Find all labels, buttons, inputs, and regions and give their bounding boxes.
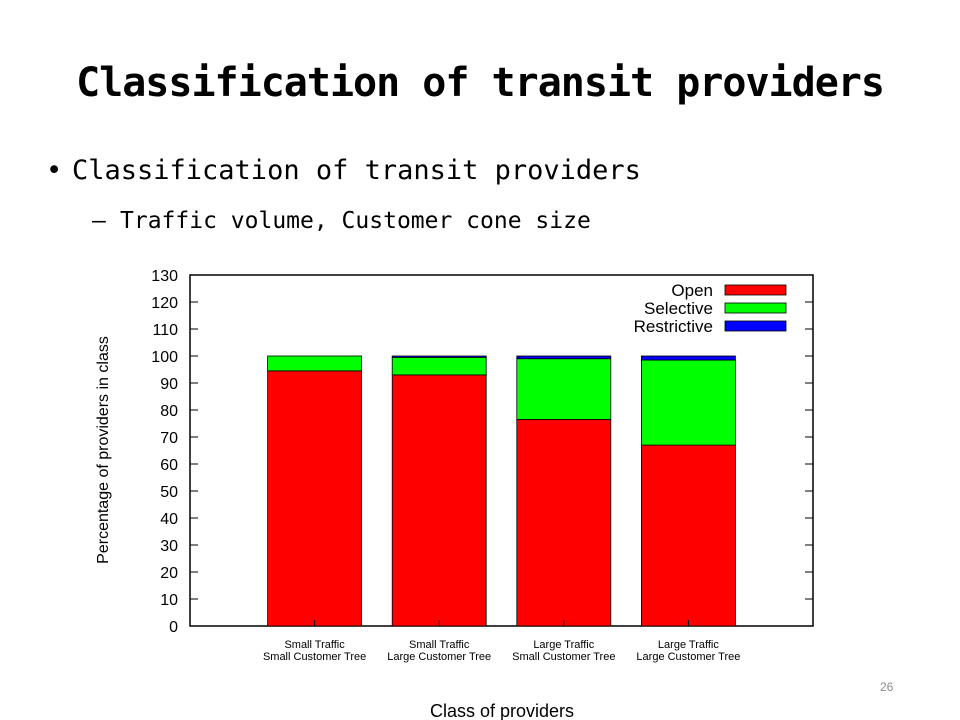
bar-restrictive [516, 355, 612, 360]
bullet-dot-icon: • [46, 155, 63, 186]
bar-selective [391, 356, 487, 376]
x-tick-label: Large Traffic [658, 639, 719, 651]
dash-icon: – [92, 208, 106, 234]
page-number: 26 [880, 680, 894, 694]
bar-open [391, 374, 487, 627]
y-tick-label: 70 [160, 430, 178, 447]
bar-open [641, 444, 736, 627]
legend-swatch [724, 284, 787, 296]
y-tick-label: 30 [160, 538, 178, 555]
sub-bullet-text: Traffic volume, Customer cone size [120, 208, 591, 234]
legend-label: Restrictive [634, 317, 713, 336]
bar-selective [641, 359, 736, 446]
bar-open [267, 370, 363, 627]
y-tick-label: 0 [169, 619, 178, 636]
y-tick-label: 110 [152, 322, 178, 339]
y-tick-label: 50 [160, 484, 178, 501]
bullet-text: Classification of transit providers [72, 155, 641, 186]
y-axis: 0 10 20 30 40 50 60 70 80 90 100 110 120 130 [151, 268, 813, 636]
bar-selective [267, 355, 363, 372]
legend-swatch [724, 320, 787, 332]
bar-restrictive [391, 355, 487, 358]
legend-label: Selective [644, 299, 713, 318]
plot-frame [189, 274, 814, 627]
y-tick-label: 130 [151, 268, 178, 285]
y-tick-label: 120 [151, 295, 178, 312]
y-tick-label: 10 [160, 592, 178, 609]
y-tick-label: 80 [160, 403, 178, 420]
bar-selective [516, 358, 612, 420]
y-tick-label: 100 [151, 349, 178, 366]
legend-swatch [724, 302, 787, 314]
x-tick-label: Large Traffic [533, 639, 594, 651]
bar-restrictive [641, 355, 736, 361]
y-tick-label: 90 [160, 376, 178, 393]
y-axis-label: Percentage of providers in class [95, 336, 112, 564]
x-axis-label: Class of providers [430, 701, 574, 720]
bars-group [267, 355, 736, 627]
x-tick-label: Small Traffic [284, 639, 345, 651]
legend-label: Open [671, 281, 713, 300]
x-tick-label: Large Customer Tree [387, 651, 491, 663]
y-tick-label: 60 [160, 457, 178, 474]
y-tick-label: 40 [160, 511, 178, 528]
x-tick-label: Small Traffic [409, 639, 470, 651]
x-tick-label: Large Customer Tree [636, 651, 740, 663]
bullet-item: • Classification of transit providers [46, 155, 641, 186]
slide-title: Classification of transit providers [76, 60, 885, 106]
y-tick-label: 20 [160, 565, 178, 582]
x-tick-label: Small Customer Tree [512, 651, 615, 663]
x-tick-label: Small Customer Tree [263, 651, 366, 663]
bar-open [516, 419, 612, 627]
sub-bullet-item: – Traffic volume, Customer cone size [92, 208, 591, 234]
